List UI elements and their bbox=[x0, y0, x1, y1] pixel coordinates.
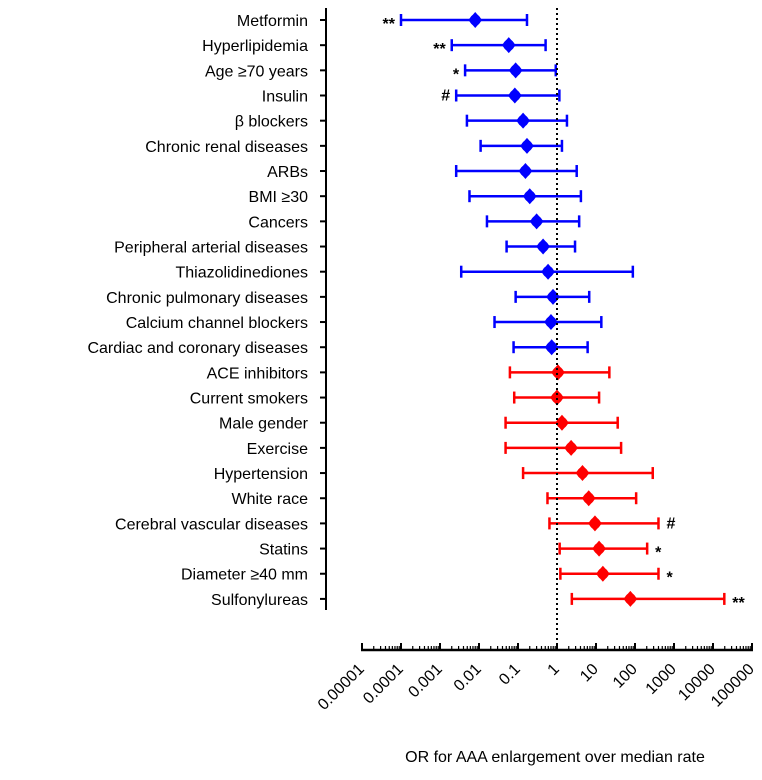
forest-row: Calcium channel blockers bbox=[126, 314, 603, 332]
or-point-core bbox=[517, 115, 529, 127]
row-label: β blockers bbox=[235, 114, 308, 131]
forest-row: Peripheral arterial diseases bbox=[114, 238, 577, 257]
forest-row: Hyperlipidemia ** bbox=[202, 37, 547, 58]
forest-row: Current smokers bbox=[190, 389, 601, 408]
row-label: ARBs bbox=[267, 164, 308, 181]
row-label: Statins bbox=[259, 542, 308, 559]
forest-row: White race bbox=[232, 490, 638, 508]
forest-row: ACE inhibitors bbox=[207, 364, 611, 382]
or-point-core bbox=[524, 190, 536, 202]
forest-row: Cerebral vascular diseases # bbox=[115, 515, 675, 533]
row-label: ACE inhibitors bbox=[207, 365, 308, 382]
x-tick-label: 100 bbox=[610, 661, 641, 692]
row-label: Calcium channel blockers bbox=[126, 315, 308, 332]
row-label: Cardiac and coronary diseases bbox=[87, 340, 308, 357]
or-point-core bbox=[531, 215, 543, 227]
row-label: Sulfonylureas bbox=[211, 592, 308, 609]
row-label: Cancers bbox=[248, 214, 308, 231]
or-point-core bbox=[510, 64, 522, 76]
or-point-core bbox=[593, 543, 605, 555]
row-label: Cerebral vascular diseases bbox=[115, 516, 308, 533]
row-label: Insulin bbox=[262, 89, 308, 106]
row-label: Exercise bbox=[247, 441, 308, 458]
or-point-core bbox=[556, 417, 568, 429]
row-label: Hypertension bbox=[214, 466, 308, 483]
forest-row: Male gender bbox=[219, 414, 619, 433]
or-point-core bbox=[583, 492, 595, 504]
or-point-core bbox=[546, 341, 558, 353]
forest-row: Exercise bbox=[247, 439, 623, 458]
significance-mark: ** bbox=[732, 595, 745, 612]
or-point-core bbox=[509, 90, 521, 102]
row-label: BMI ≥30 bbox=[249, 189, 309, 206]
significance-mark: * bbox=[655, 545, 662, 562]
row-label: Thiazolidinediones bbox=[175, 265, 308, 282]
or-point-core bbox=[551, 392, 563, 404]
significance-mark: ** bbox=[383, 16, 396, 33]
forest-row: Chronic renal diseases bbox=[145, 137, 564, 156]
or-point-core bbox=[589, 517, 601, 529]
forest-row: Chronic pulmonary diseases bbox=[106, 288, 591, 307]
forest-row: BMI ≥30 bbox=[249, 188, 583, 206]
x-tick-label: 1 bbox=[545, 661, 563, 679]
or-point-core bbox=[469, 14, 481, 26]
forest-row: Sulfonylureas ** bbox=[211, 590, 746, 612]
row-label: Metformin bbox=[237, 13, 308, 30]
or-point-core bbox=[519, 165, 531, 177]
plot-rows: Metformin **Hyperlipidemia **Age ≥70 years… bbox=[87, 12, 746, 612]
forest-row: Metformin ** bbox=[237, 12, 529, 33]
row-label: White race bbox=[232, 491, 309, 508]
forest-row: Diameter ≥40 mm * bbox=[181, 565, 673, 587]
significance-mark: # bbox=[441, 88, 450, 105]
row-label: Peripheral arterial diseases bbox=[114, 240, 308, 257]
or-point-core bbox=[565, 442, 577, 454]
or-point-core bbox=[542, 266, 554, 278]
forest-row: Statins * bbox=[259, 540, 662, 562]
row-label: Chronic renal diseases bbox=[145, 139, 308, 156]
x-tick-label: 0.0001 bbox=[360, 661, 407, 708]
row-label: Hyperlipidemia bbox=[202, 38, 308, 55]
x-tick-label: 100000 bbox=[708, 661, 758, 711]
forest-row: Cardiac and coronary diseases bbox=[87, 339, 589, 357]
row-label: Male gender bbox=[219, 416, 309, 433]
x-tick-label: 0.1 bbox=[496, 661, 524, 689]
forest-row: ARBs bbox=[267, 163, 578, 181]
x-tick-label: 10 bbox=[577, 661, 602, 686]
x-tick-label: 0.00001 bbox=[315, 661, 368, 714]
forest-row: Cancers bbox=[248, 213, 581, 231]
or-point-core bbox=[503, 39, 515, 51]
significance-mark: * bbox=[666, 570, 673, 587]
or-point-core bbox=[537, 241, 549, 253]
or-point-core bbox=[547, 291, 559, 303]
or-point-core bbox=[521, 140, 533, 152]
x-axis-label: OR for AAA enlargement over median rate bbox=[405, 749, 705, 766]
row-label: Current smokers bbox=[190, 391, 308, 408]
significance-mark: ** bbox=[433, 41, 446, 58]
row-label: Age ≥70 years bbox=[205, 63, 308, 80]
forest-row: Insulin # bbox=[262, 87, 561, 106]
row-label: Diameter ≥40 mm bbox=[181, 567, 308, 584]
or-point-core bbox=[545, 316, 557, 328]
forest-row: Hypertension bbox=[214, 465, 654, 483]
x-tick-label: 0.01 bbox=[451, 661, 485, 695]
or-point-core bbox=[624, 593, 636, 605]
forest-row: β blockers bbox=[235, 112, 569, 131]
or-point-core bbox=[576, 467, 588, 479]
row-label: Chronic pulmonary diseases bbox=[106, 290, 308, 307]
forest-row: Thiazolidinediones bbox=[175, 263, 635, 282]
significance-mark: # bbox=[666, 515, 675, 532]
x-tick-label: 0.001 bbox=[405, 661, 445, 701]
or-point-core bbox=[597, 568, 609, 580]
forest-row: Age ≥70 years * bbox=[205, 62, 558, 83]
or-point-core bbox=[552, 366, 564, 378]
significance-mark: * bbox=[453, 66, 460, 83]
